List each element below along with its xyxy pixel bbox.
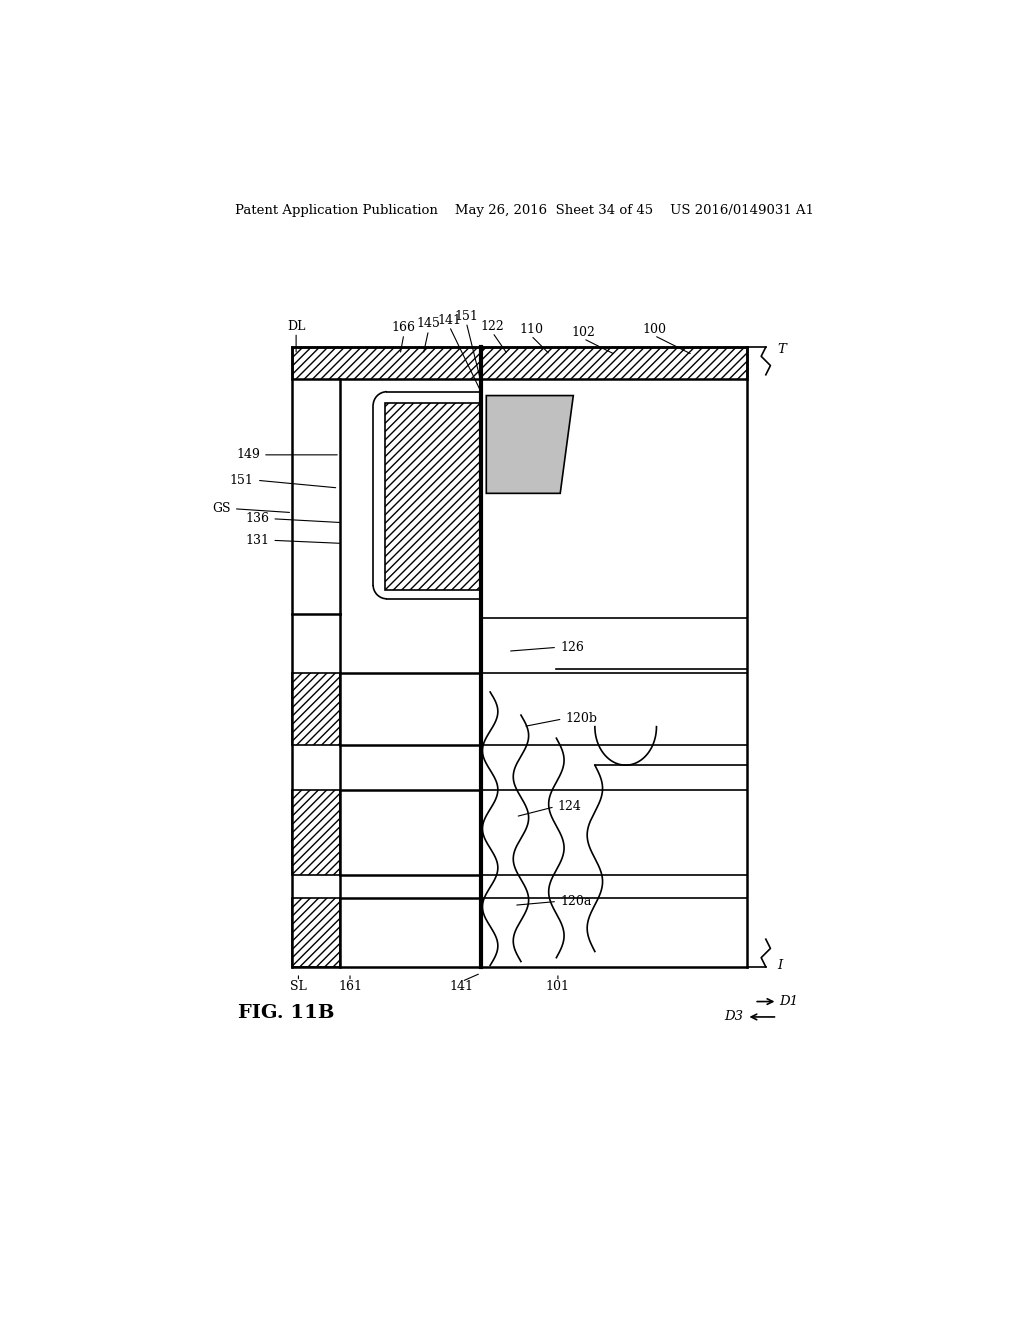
- Text: FIG. 11B: FIG. 11B: [239, 1005, 335, 1022]
- Text: 122: 122: [480, 319, 505, 333]
- Text: 102: 102: [571, 326, 595, 339]
- Text: 149: 149: [237, 449, 260, 462]
- Text: GS: GS: [212, 502, 230, 515]
- Polygon shape: [486, 396, 573, 494]
- Text: D3: D3: [724, 1010, 742, 1023]
- Text: 166: 166: [392, 321, 416, 334]
- Text: T: T: [777, 343, 786, 356]
- Bar: [385, 404, 481, 590]
- Text: 120b: 120b: [565, 713, 598, 726]
- Text: 126: 126: [560, 640, 584, 653]
- Text: 110: 110: [519, 323, 543, 335]
- Text: 145: 145: [417, 317, 440, 330]
- Bar: [292, 898, 340, 966]
- Text: Patent Application Publication    May 26, 2016  Sheet 34 of 45    US 2016/014903: Patent Application Publication May 26, 2…: [236, 205, 814, 218]
- Text: 124: 124: [558, 800, 582, 813]
- Text: D1: D1: [779, 995, 799, 1008]
- Text: 151: 151: [229, 474, 254, 487]
- Bar: [292, 673, 340, 744]
- Text: DL: DL: [287, 319, 305, 333]
- Text: 101: 101: [546, 979, 570, 993]
- Bar: [292, 347, 746, 379]
- Text: 131: 131: [245, 533, 269, 546]
- Text: I: I: [777, 958, 782, 972]
- Text: 100: 100: [642, 323, 667, 335]
- Text: 141: 141: [450, 979, 474, 993]
- Text: 151: 151: [455, 310, 478, 323]
- Text: 161: 161: [338, 979, 362, 993]
- Text: 141: 141: [437, 314, 462, 326]
- Text: SL: SL: [290, 979, 307, 993]
- Text: 136: 136: [245, 512, 269, 525]
- Text: 120a: 120a: [560, 895, 592, 908]
- Bar: [292, 789, 340, 875]
